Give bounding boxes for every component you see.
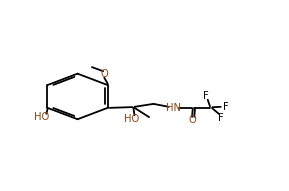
Text: HO: HO bbox=[34, 112, 49, 122]
Text: HO: HO bbox=[123, 114, 139, 124]
Text: O: O bbox=[188, 115, 196, 125]
Text: HN: HN bbox=[166, 103, 181, 112]
Text: F: F bbox=[218, 112, 224, 123]
Text: F: F bbox=[223, 102, 229, 112]
Text: O: O bbox=[100, 70, 108, 79]
Text: F: F bbox=[203, 91, 208, 101]
